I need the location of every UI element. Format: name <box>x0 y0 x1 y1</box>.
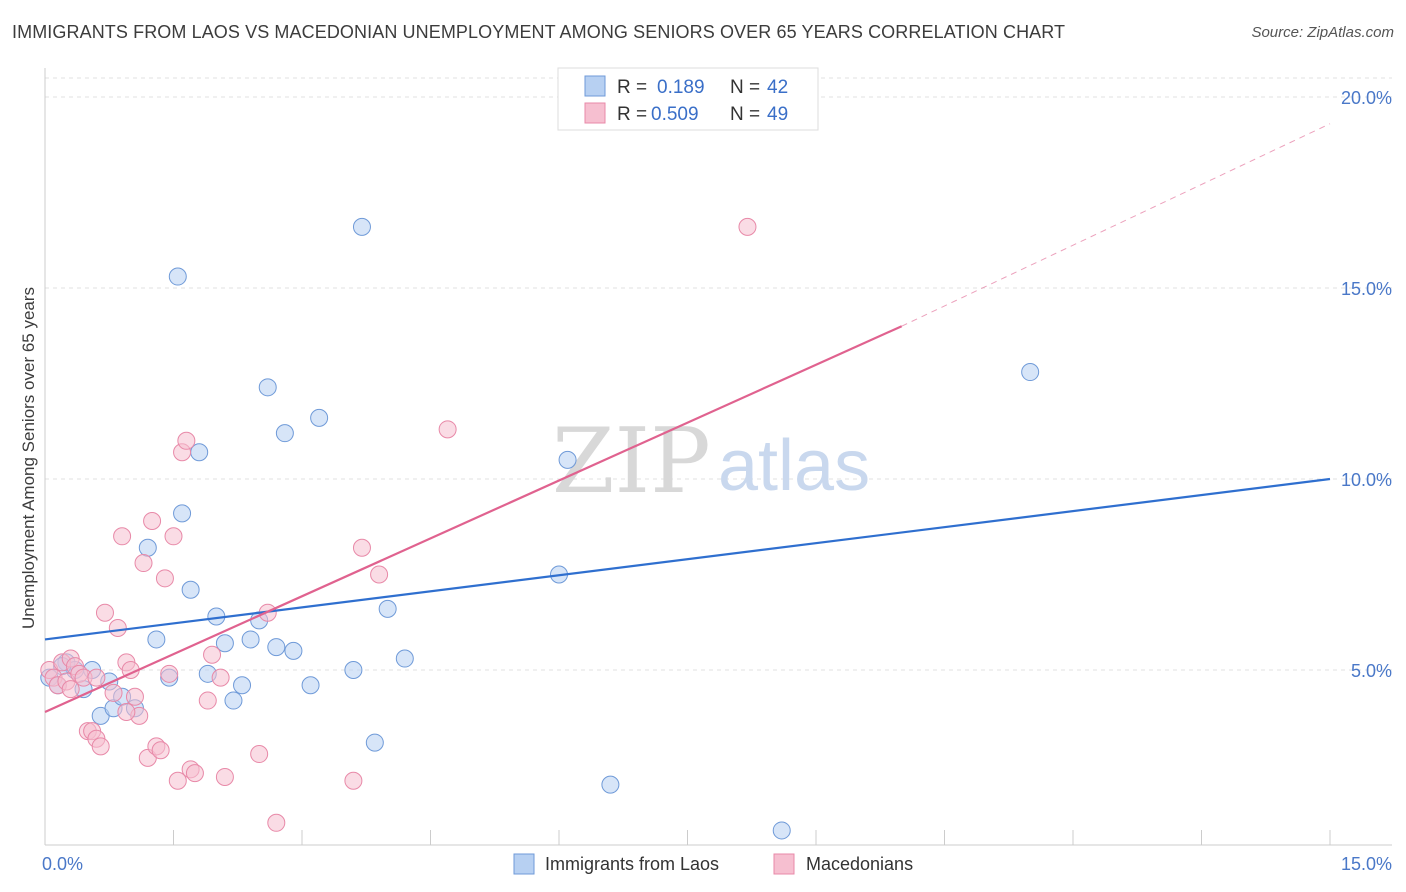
series-laos-points <box>40 217 1040 840</box>
point-laos-25 <box>258 378 277 397</box>
bottom-legend-swatch-macedonians <box>773 853 795 875</box>
legend-n-value-macedonians: 49 <box>767 104 788 125</box>
point-macedonians-23 <box>143 512 162 531</box>
point-macedonians-40 <box>344 771 363 790</box>
point-macedonians-15 <box>108 618 127 637</box>
point-laos-34 <box>378 599 397 618</box>
point-macedonians-39 <box>267 813 286 832</box>
legend-box: R = 0.189 N = 42 R = 0.509 N = 49 <box>557 67 819 131</box>
point-macedonians-26 <box>155 569 174 588</box>
point-macedonians-13 <box>95 603 114 622</box>
point-macedonians-41 <box>352 538 371 557</box>
point-laos-33 <box>365 733 384 752</box>
point-macedonians-29 <box>168 771 187 790</box>
bottom-legend-swatch-laos <box>513 853 535 875</box>
point-laos-29 <box>301 676 320 695</box>
trend-line-macedonians <box>44 325 903 714</box>
point-laos-20 <box>215 634 234 653</box>
y-tick-label-2: 15.0% <box>1341 279 1392 299</box>
legend-r-value-macedonians: 0.509 <box>651 104 699 125</box>
trend-line-macedonians-extension <box>901 123 1331 327</box>
point-laos-26 <box>267 638 286 657</box>
y-tick-label-1: 10.0% <box>1341 470 1392 490</box>
point-macedonians-33 <box>185 764 204 783</box>
point-macedonians-37 <box>250 745 269 764</box>
point-macedonians-35 <box>203 645 222 664</box>
legend-r-value-laos: 0.189 <box>657 77 705 98</box>
legend-swatch-macedonians <box>584 102 606 124</box>
point-laos-28 <box>284 641 303 660</box>
point-laos-14 <box>168 267 187 286</box>
point-laos-27 <box>275 424 294 443</box>
legend-n-label-macedonians: N = <box>730 104 760 125</box>
point-macedonians-46 <box>87 668 106 687</box>
point-laos-22 <box>233 676 252 695</box>
x-tick-label-min: 0.0% <box>42 854 83 874</box>
point-macedonians-42 <box>370 565 389 584</box>
point-laos-16 <box>181 580 200 599</box>
point-macedonians-27 <box>160 664 179 683</box>
y-tick-labels: 5.0% 10.0% 15.0% 20.0% <box>1341 88 1392 681</box>
bottom-legend-label-laos: Immigrants from Laos <box>545 854 719 874</box>
point-macedonians-14 <box>104 683 123 702</box>
point-macedonians-21 <box>134 554 153 573</box>
bottom-legend: Immigrants from Laos Macedonians <box>513 853 913 875</box>
point-laos-32 <box>352 217 371 236</box>
y-tick-label-3: 20.0% <box>1341 88 1392 108</box>
legend-r-label-macedonians: R = <box>617 104 647 125</box>
point-laos-23 <box>241 630 260 649</box>
x-tick-label-max: 15.0% <box>1341 854 1392 874</box>
point-macedonians-12 <box>91 737 110 756</box>
point-macedonians-34 <box>198 691 217 710</box>
legend-n-label-laos: N = <box>730 77 760 98</box>
point-laos-11 <box>138 538 157 557</box>
legend-n-value-laos: 42 <box>767 77 788 98</box>
point-macedonians-36 <box>215 767 234 786</box>
point-macedonians-43 <box>438 420 457 439</box>
trend-line-laos <box>44 477 1331 641</box>
point-macedonians-25 <box>151 741 170 760</box>
trend-lines <box>44 123 1331 714</box>
gridlines <box>45 77 1392 671</box>
point-macedonians-48 <box>211 668 230 687</box>
chart-title: IMMIGRANTS FROM LAOS VS MACEDONIAN UNEMP… <box>12 22 1066 42</box>
point-laos-31 <box>344 661 363 679</box>
bottom-legend-label-macedonians: Macedonians <box>806 854 913 874</box>
chart-source: Source: ZipAtlas.com <box>1251 24 1394 41</box>
legend-swatch-laos <box>584 75 606 97</box>
point-macedonians-44 <box>738 217 757 236</box>
point-macedonians-47 <box>117 703 136 722</box>
legend-r-label-laos: R = <box>617 77 647 98</box>
point-macedonians-31 <box>177 431 196 450</box>
point-macedonians-19 <box>125 687 144 706</box>
point-macedonians-45 <box>61 680 80 699</box>
point-laos-39 <box>772 821 791 840</box>
point-laos-30 <box>310 408 329 427</box>
y-axis-label: Unemployment Among Seniors over 65 years <box>19 287 38 629</box>
point-laos-35 <box>395 649 414 668</box>
y-tick-label-0: 5.0% <box>1351 661 1392 681</box>
series-macedonians-points <box>40 217 757 832</box>
watermark-atlas: atlas <box>718 426 870 506</box>
point-laos-37 <box>558 450 577 469</box>
point-laos-21 <box>224 691 243 710</box>
point-laos-40 <box>1021 363 1040 382</box>
watermark-zip: ZIP <box>552 409 711 514</box>
point-laos-38 <box>601 775 620 794</box>
point-laos-15 <box>173 504 192 523</box>
point-macedonians-16 <box>113 527 132 546</box>
point-macedonians-28 <box>164 527 183 546</box>
axes <box>44 68 1392 846</box>
point-laos-12 <box>147 630 166 649</box>
